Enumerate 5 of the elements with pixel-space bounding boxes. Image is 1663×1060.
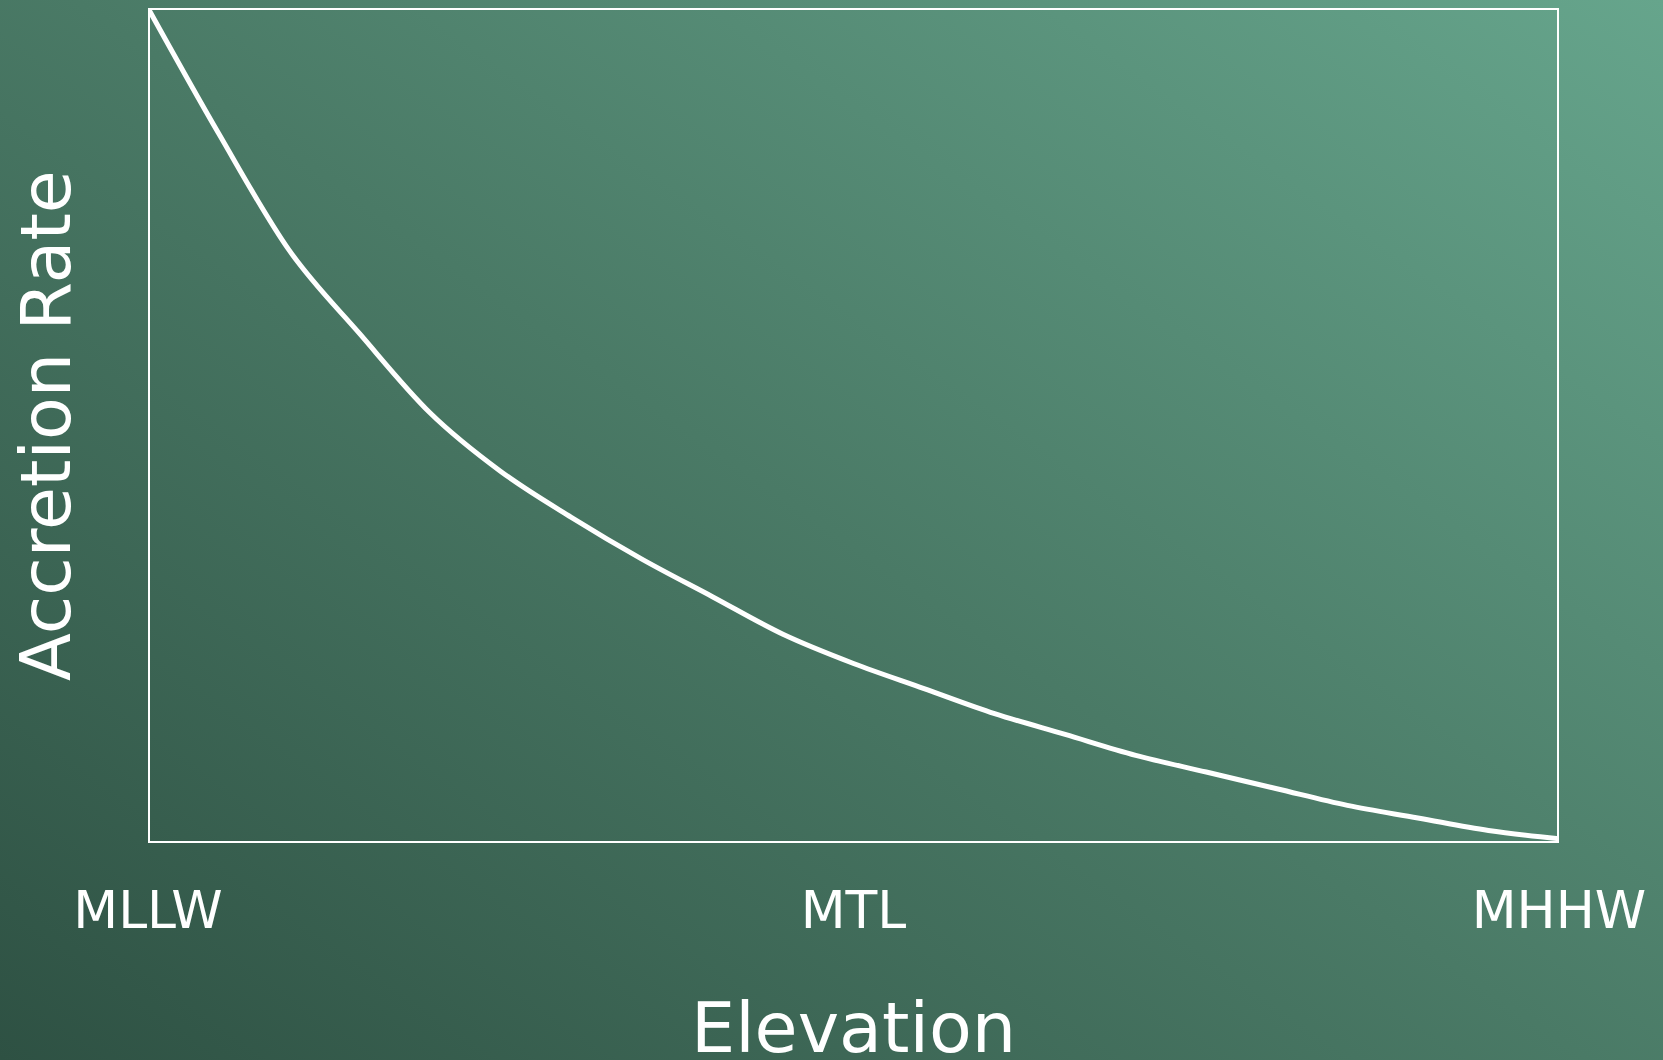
x-tick-label: MTL xyxy=(800,879,907,940)
x-tick-label: MHHW xyxy=(1471,879,1647,940)
x-tick-label: MLLW xyxy=(73,879,223,940)
y-axis-title: Accretion Rate xyxy=(5,170,87,681)
x-axis-title: Elevation xyxy=(690,987,1017,1060)
